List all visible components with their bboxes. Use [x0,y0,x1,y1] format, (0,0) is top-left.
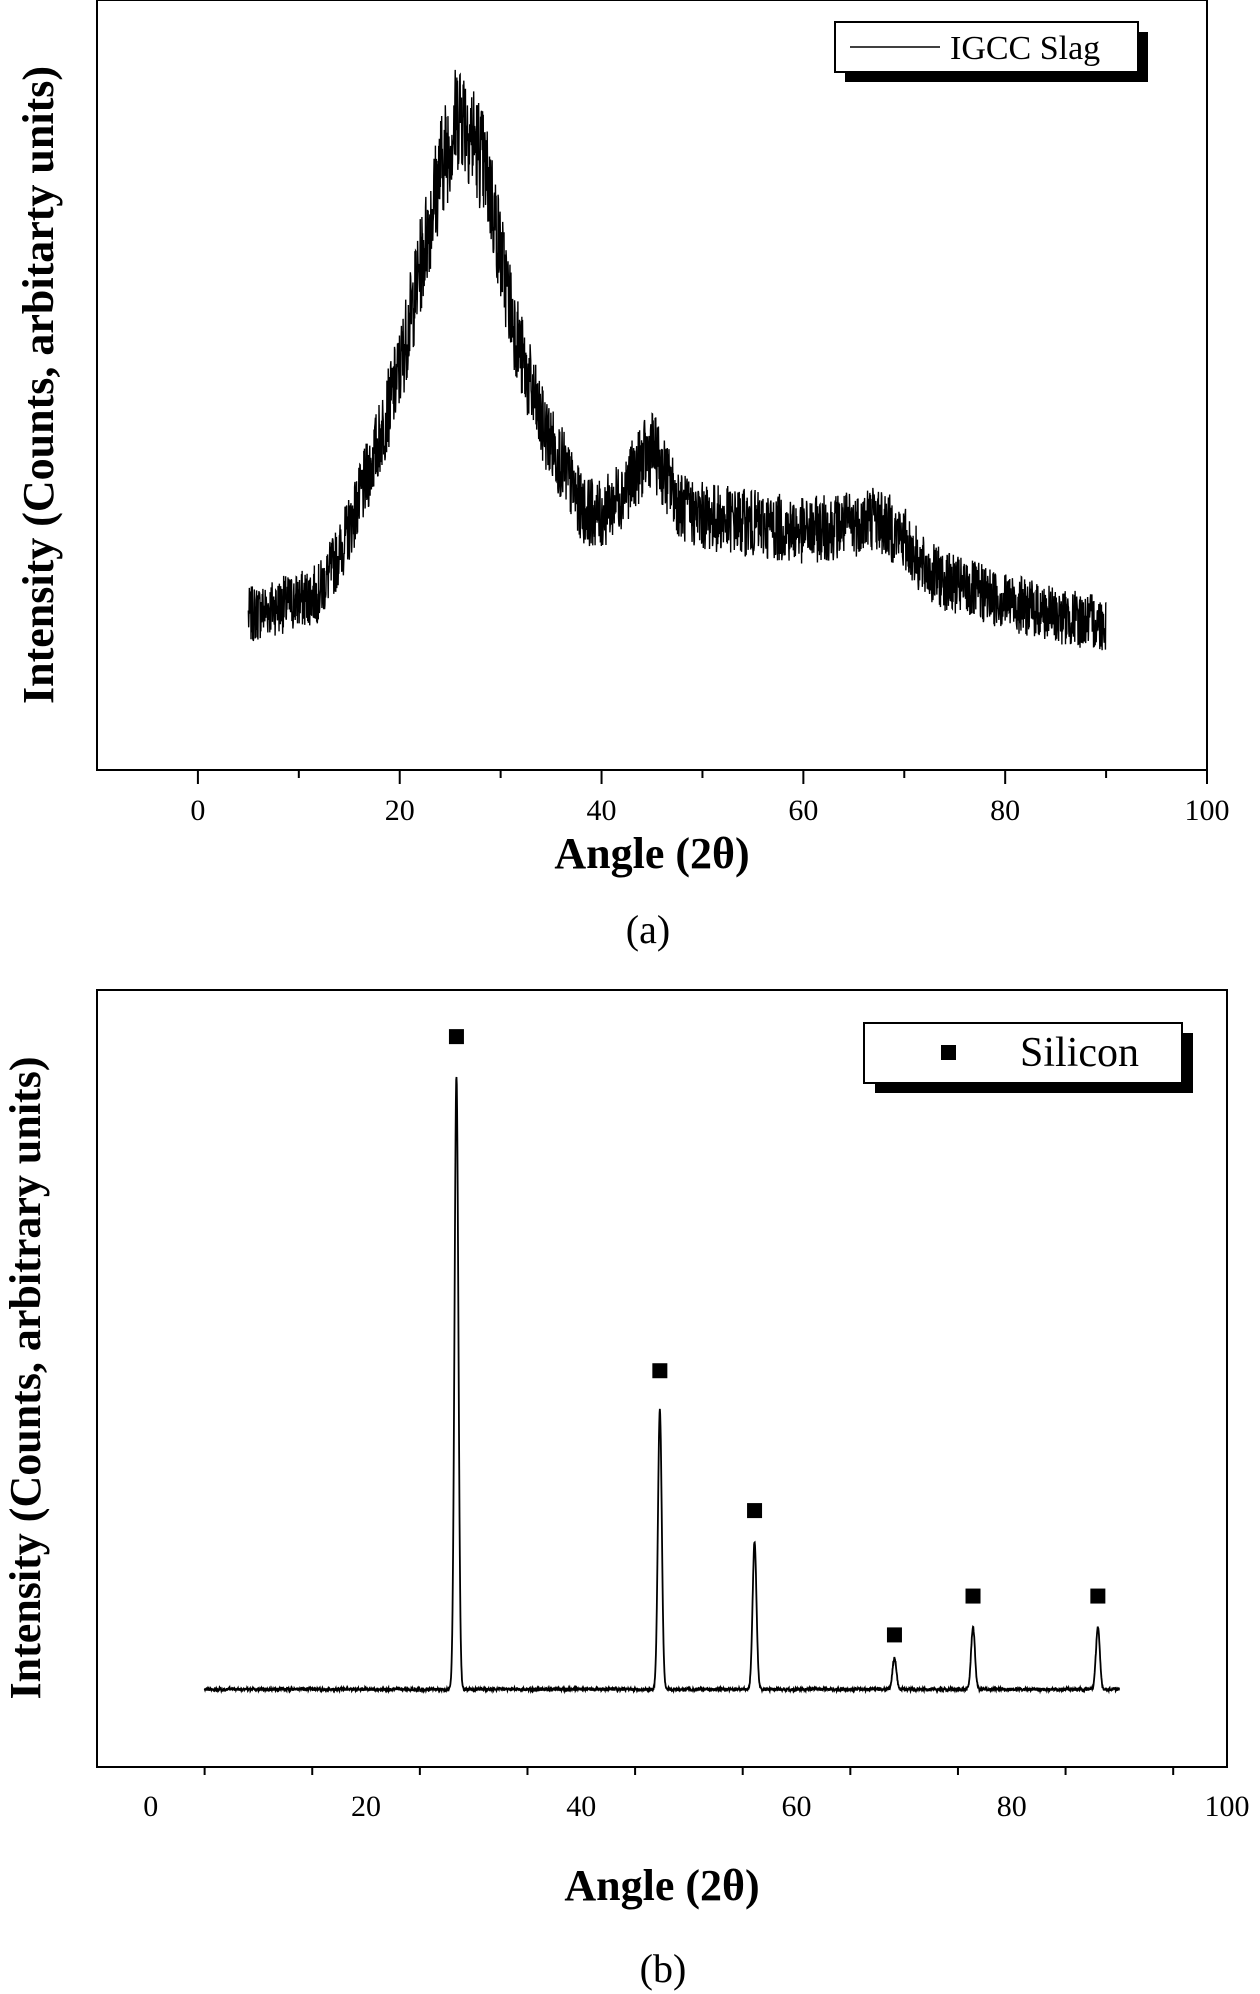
panel-b-peak-marker-2 [747,1503,763,1519]
panel-a-x-tick-label-80: 80 [990,794,1020,827]
panel-b-x-axis-title: Angle (2θ) [564,1861,759,1910]
panel-b-x-tick-label-20: 20 [351,1790,381,1823]
panel-b-peak-marker-3 [886,1627,902,1643]
panel-a-x-tick-label-40: 40 [587,794,617,827]
panel-b-ticks [203,1767,1175,1775]
panel-b-legend-box [863,1022,1183,1084]
panel-b-legend: Silicon [863,1022,1193,1093]
panel-a-tick-labels: 0 20 40 60 80 100 [190,794,1229,827]
panel-b-legend-label: Silicon [1020,1030,1139,1076]
panel-b-x-tick-label-80: 80 [997,1790,1027,1823]
panel-b-y-axis-title: Intensity (Counts, arbitrary units) [1,1057,50,1700]
panel-b-peak-marker-5 [1090,1588,1106,1604]
panel-b-x-tick-label-40: 40 [566,1790,596,1823]
panel-a-ticks [196,770,1208,784]
panel-a-x-axis-title: Angle (2θ) [554,829,749,878]
panel-b-peak-marker-4 [965,1588,981,1604]
panel-b-axes-frame [96,989,1228,1768]
panel-a-chart: 0 20 40 60 80 100 IGCC Slag Angle (2θ) Intens… [14,0,1230,952]
panel-a-axes-frame [96,0,1208,771]
panel-b-tick-labels: 0 20 40 60 80 100 [143,1790,1249,1823]
panel-a-x-tick-label-20: 20 [385,794,415,827]
panel-b-peak-marker-0 [448,1029,464,1045]
panel-b-peak-marker-1 [652,1363,668,1379]
panel-b-chart: 0 20 40 60 80 100 Silicon Angle (2θ) Intensit… [1,989,1250,1991]
panel-b-label: (b) [640,1946,687,1991]
panel-b-legend-square-marker [941,1045,956,1060]
panel-a-legend: IGCC Slag [834,21,1148,82]
panel-a-label: (a) [626,907,670,952]
panel-b-series-silicon [203,1076,1120,1695]
panel-b-x-tick-label-60: 60 [782,1790,812,1823]
panel-a-legend-label: IGCC Slag [950,30,1100,67]
panel-b-x-tick-label-0: 0 [143,1790,158,1823]
panel-a-series-igcc-slag [247,69,1107,651]
panel-a-y-axis-title: Intensity (Counts, arbitarty units) [14,66,63,704]
panel-b-x-tick-label-100: 100 [1205,1790,1250,1823]
panel-a-x-tick-label-0: 0 [190,794,205,827]
panel-b-peak-markers [448,1029,1106,1643]
panel-a-x-tick-label-60: 60 [788,794,818,827]
panel-a-x-tick-label-100: 100 [1185,794,1230,827]
